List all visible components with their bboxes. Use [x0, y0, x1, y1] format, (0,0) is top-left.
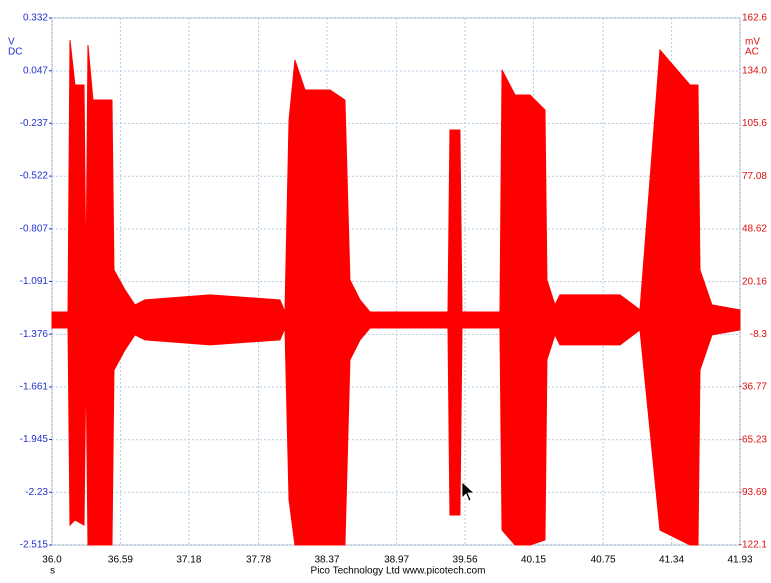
y-tick-label: -122.1 — [739, 540, 768, 551]
y2-unit: V — [8, 37, 15, 48]
y2-tick-label: -0.522 — [20, 171, 49, 182]
signal-trace — [51, 39, 741, 546]
mouse-cursor — [461, 481, 476, 502]
x-tick-label: 38.97 — [384, 555, 409, 566]
y2-tick-label: -2.23 — [25, 487, 48, 498]
x-tick-label: 36.59 — [108, 555, 133, 566]
x-tick-label: 40.15 — [521, 555, 546, 566]
x-tick-label: 38.37 — [314, 555, 339, 566]
x-tick-label: 36.0 — [42, 555, 62, 566]
y2-tick-label: -2.515 — [20, 540, 49, 551]
y-tick-label: 134.0 — [742, 66, 767, 77]
y2-tick-label: -1.091 — [20, 276, 49, 287]
y2-tick-label: -1.661 — [20, 382, 49, 393]
y-tick-label: 77.08 — [742, 171, 767, 182]
x-tick-label: 39.56 — [453, 555, 478, 566]
y2-coupling: DC — [8, 47, 22, 58]
x-tick-label: 37.78 — [246, 555, 271, 566]
x-tick-label: 40.75 — [591, 555, 616, 566]
y-tick-label: -36.77 — [739, 382, 768, 393]
y-tick-label: 162.6 — [742, 13, 767, 24]
x-tick-label: 41.34 — [659, 555, 684, 566]
y-unit: mV — [745, 37, 760, 48]
y2-tick-label: 0.047 — [23, 65, 48, 76]
x-tick-label: 41.93 — [727, 555, 752, 566]
x-tick-label: 37.18 — [176, 555, 201, 566]
x-unit: s — [50, 566, 55, 577]
y-tick-label: 48.62 — [742, 224, 767, 235]
y-tick-label: -8.3 — [750, 329, 768, 340]
y2-tick-label: -0.237 — [20, 118, 49, 129]
y2-tick-label: 0.332 — [23, 13, 48, 24]
y-tick-label: -65.23 — [739, 434, 768, 445]
y2-tick-label: -1.376 — [20, 329, 49, 340]
y2-tick-label: -0.807 — [20, 223, 49, 234]
y-tick-label: 105.6 — [742, 118, 767, 129]
y-tick-label: 20.16 — [742, 276, 767, 287]
y2-tick-label: -1.945 — [20, 434, 49, 445]
y-coupling: AC — [745, 47, 759, 58]
y-tick-label: -93.69 — [739, 487, 768, 498]
footer: Pico Technology Ltd www.picotech.com — [311, 566, 486, 577]
